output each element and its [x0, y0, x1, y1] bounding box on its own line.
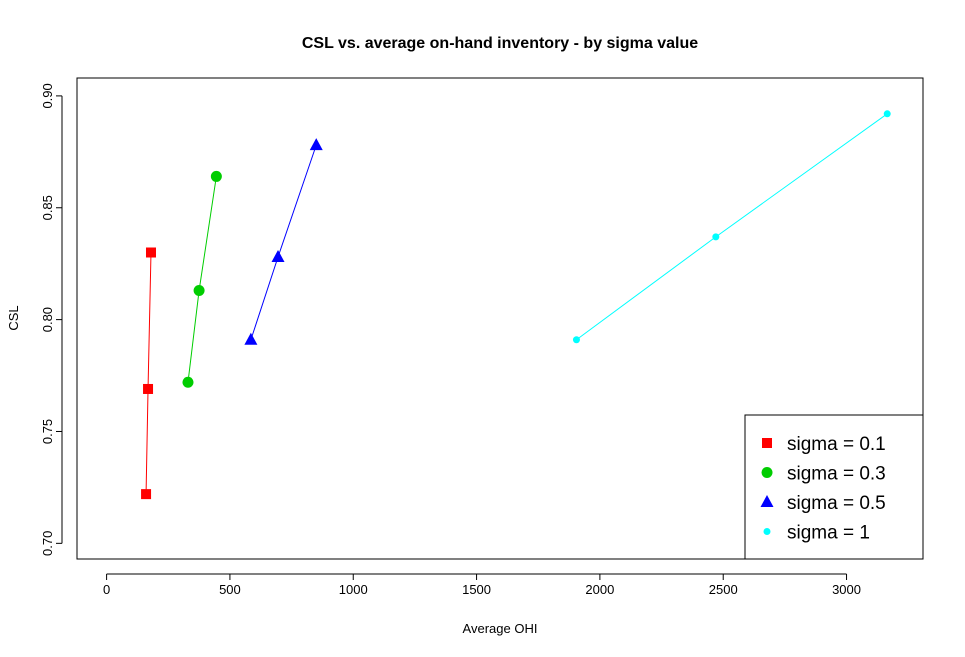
series-line [250, 144, 317, 340]
legend-label: sigma = 0.3 [787, 464, 886, 485]
legend-label: sigma = 0.5 [787, 493, 886, 514]
y-tick-label: 0.75 [40, 419, 55, 444]
x-tick-label: 500 [219, 582, 241, 597]
y-axis: 0.70 0.75 0.80 0.85 0.90 [40, 83, 63, 556]
series-2 [182, 170, 222, 388]
series-layer [141, 110, 891, 500]
data-point [572, 336, 580, 344]
x-tick-label: 2500 [709, 582, 738, 597]
y-tick-label: 0.80 [40, 307, 55, 332]
series-line [187, 176, 217, 383]
legend-label: sigma = 0.1 [787, 434, 886, 455]
y-tick-label: 0.85 [40, 195, 55, 220]
chart-title: CSL vs. average on-hand inventory - by s… [302, 35, 698, 52]
legend-marker [760, 495, 774, 507]
series-3 [244, 138, 323, 345]
data-point [182, 376, 194, 388]
data-point [271, 249, 285, 262]
x-axis: 0 500 1000 1500 2000 2500 3000 [103, 573, 861, 597]
x-tick-label: 0 [103, 582, 110, 597]
data-point [712, 233, 720, 241]
data-point [145, 247, 156, 258]
x-tick-label: 3000 [832, 582, 861, 597]
y-tick-label: 0.70 [40, 531, 55, 556]
data-point [143, 383, 154, 394]
legend-marker [763, 528, 771, 535]
data-point [309, 138, 323, 151]
data-point [141, 489, 152, 500]
legend-marker [761, 467, 773, 478]
data-point [193, 285, 205, 297]
series-1 [141, 247, 156, 500]
x-tick-label: 1000 [339, 582, 368, 597]
data-point [244, 332, 258, 345]
series-line [576, 113, 888, 341]
legend-label: sigma = 1 [787, 523, 870, 544]
legend-box [744, 414, 924, 560]
series-line [145, 252, 152, 495]
legend-marker [762, 438, 772, 448]
x-tick-label: 1500 [462, 582, 491, 597]
x-tick-label: 2000 [585, 582, 614, 597]
data-point [210, 170, 222, 182]
data-point [883, 110, 891, 118]
legend: sigma = 0.1 sigma = 0.3 sigma = 0.5 sigma =… [744, 414, 924, 560]
y-axis-label: CSL [6, 305, 21, 330]
x-axis-label: Average OHI [463, 621, 538, 636]
series-4 [572, 110, 891, 344]
plot-frame [76, 77, 924, 560]
y-tick-label: 0.90 [40, 83, 55, 108]
